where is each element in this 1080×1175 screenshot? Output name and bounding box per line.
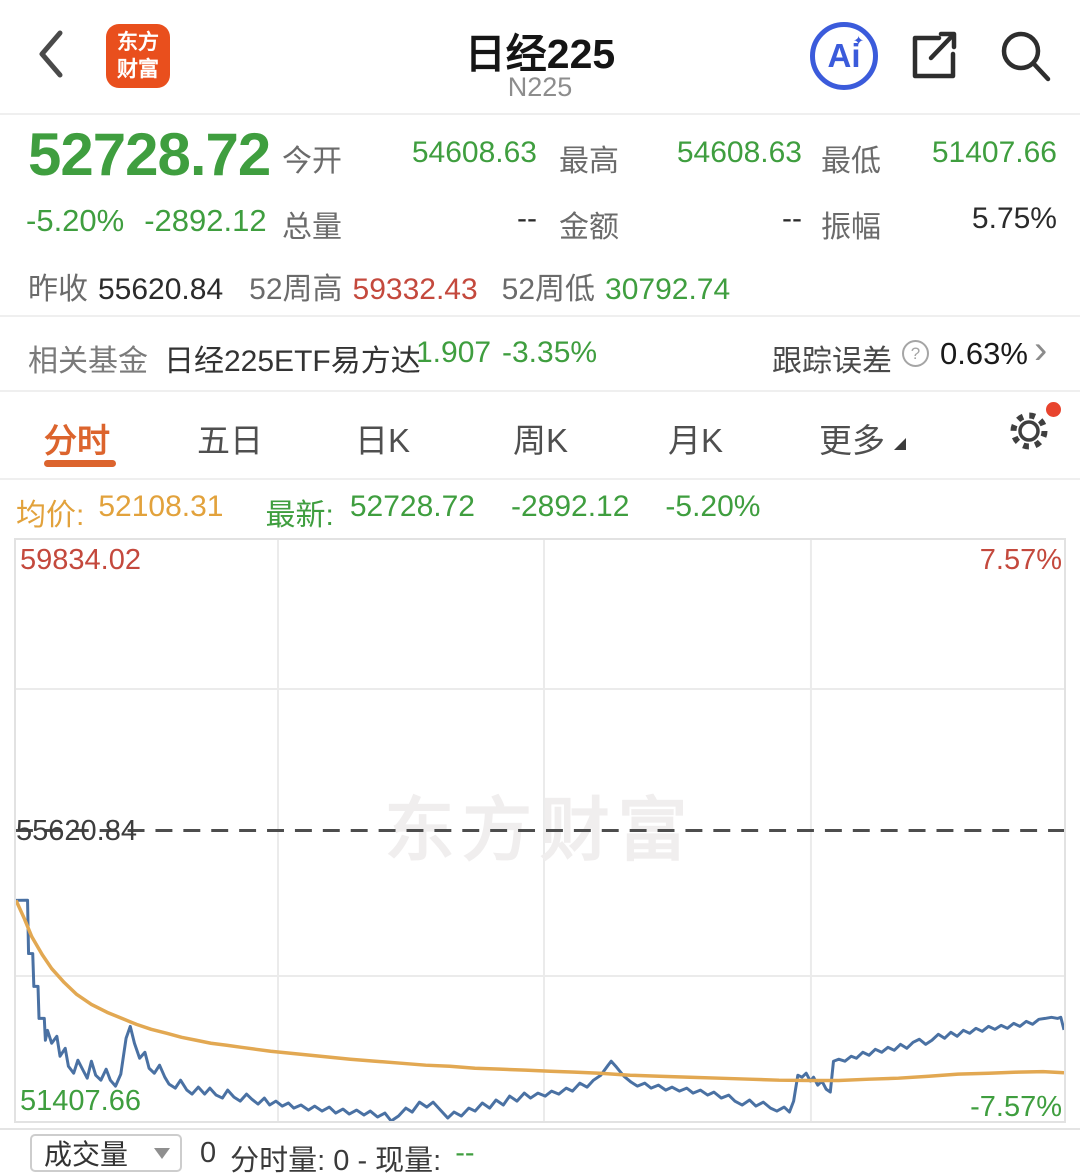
stat-value: 54608.63 — [411, 136, 537, 169]
stat-label: 金额 — [559, 211, 619, 244]
ai-assistant-button[interactable]: Ai ✦ — [810, 22, 878, 90]
prev-close-value: 55620.84 — [98, 273, 224, 306]
avg-price-value: 52108.31 — [98, 490, 224, 523]
stat-label: 最低 — [821, 145, 881, 178]
stat-value: -- — [517, 202, 537, 235]
divider — [0, 1128, 1080, 1130]
stat-low: 最低 51407.66 — [821, 136, 1057, 180]
tracking-error-label: 跟踪误差 — [772, 345, 892, 378]
share-icon[interactable] — [903, 26, 961, 84]
axis-prev-close: 55620.84 — [16, 815, 137, 847]
more-dropdown-triangle-icon — [894, 438, 906, 450]
latest-value: 52728.72 — [349, 490, 475, 523]
price-change-row: -5.20% -2892.12 — [26, 203, 267, 239]
axis-min-percent: -7.57% — [970, 1091, 1062, 1123]
divider — [0, 478, 1080, 480]
divider — [0, 390, 1080, 392]
current-volume-value: -- — [455, 1137, 475, 1169]
wk52-high-label: 52周高 — [249, 273, 343, 306]
tab-minute[interactable]: 分时 — [44, 422, 110, 459]
dropdown-caret-icon — [154, 1147, 170, 1159]
stat-amplitude: 振幅 5.75% — [821, 202, 1057, 246]
axis-max-percent: 7.57% — [979, 544, 1062, 576]
avg-price-label: 均价: — [16, 499, 85, 532]
settings-gear-icon[interactable] — [1006, 408, 1052, 454]
stat-high: 最高 54608.63 — [559, 136, 802, 180]
ai-label: Ai — [827, 37, 861, 74]
wk52-low-value: 30792.74 — [605, 273, 731, 306]
chevron-right-icon[interactable]: › — [1034, 328, 1048, 372]
volume-selector-label: 成交量 — [44, 1139, 129, 1170]
related-fund-change: -3.35% — [502, 336, 598, 369]
volume-detail: 分时量: 0 - 现量: — [230, 1145, 442, 1175]
page-title: 日经225 — [464, 31, 616, 77]
stat-value: 51407.66 — [931, 136, 1057, 169]
latest-change-abs: -2892.12 — [510, 490, 630, 523]
help-icon[interactable]: ? — [902, 340, 929, 367]
stat-value: -- — [782, 202, 802, 235]
eastmoney-logo[interactable]: 东方 财富 — [106, 24, 170, 88]
stat-volume: 总量 -- — [282, 202, 537, 246]
volume-info-row: 0 分时量: 0 - 现量: -- — [200, 1137, 475, 1175]
watermark: 东方财富 — [385, 791, 696, 869]
logo-line1: 东方 — [117, 31, 159, 54]
stat-label: 振幅 — [821, 211, 881, 244]
wk52-low-label: 52周低 — [501, 273, 596, 306]
search-icon[interactable] — [994, 24, 1056, 86]
axis-min-price: 51407.66 — [20, 1085, 141, 1117]
stat-open: 今开 54608.63 — [282, 136, 537, 180]
volume-indicator-selector[interactable]: 成交量 — [30, 1134, 182, 1172]
tab-5day[interactable]: 五日 — [197, 422, 263, 459]
notification-dot — [1046, 402, 1061, 417]
axis-max-price: 59834.02 — [20, 544, 141, 576]
prev-close-row: 昨收 55620.84 52周高 59332.43 52周低 30792.74 — [28, 264, 730, 308]
logo-line2: 财富 — [117, 58, 159, 81]
stat-label: 总量 — [282, 211, 342, 244]
back-icon[interactable] — [36, 28, 66, 80]
price-line — [16, 898, 1064, 1121]
change-absolute: -2892.12 — [144, 203, 267, 238]
related-fund-name[interactable]: 日经225ETF易方达 — [164, 345, 421, 378]
latest-change-pct: -5.20% — [665, 490, 761, 523]
chart-legend-bar: 均价: 52108.31 最新: 52728.72 -2892.12 -5.20… — [16, 490, 760, 534]
related-fund-label: 相关基金 — [28, 345, 148, 378]
tab-weekly-k[interactable]: 周K — [513, 422, 569, 459]
last-price: 52728.72 — [28, 121, 271, 188]
change-percent: -5.20% — [26, 203, 125, 238]
active-tab-underline — [44, 460, 116, 467]
stat-value: 5.75% — [971, 202, 1057, 235]
tab-more[interactable]: 更多 — [819, 422, 885, 459]
stat-amount: 金额 -- — [559, 202, 802, 246]
header-divider — [0, 113, 1080, 115]
stat-label: 今开 — [282, 145, 342, 178]
volume-value: 0 — [200, 1137, 217, 1169]
ticker-symbol: N225 — [507, 72, 573, 102]
sparkle-icon: ✦ — [853, 33, 864, 48]
related-fund-price: 1.907 — [416, 336, 492, 369]
latest-label: 最新: — [265, 499, 334, 532]
wk52-high-value: 59332.43 — [352, 273, 478, 306]
tracking-error-value: 0.63% — [940, 336, 1028, 371]
intraday-chart[interactable]: 东方财富 — [14, 538, 1066, 1123]
stat-label: 最高 — [559, 145, 619, 178]
average-line — [16, 899, 1064, 1083]
tab-monthly-k[interactable]: 月K — [668, 422, 724, 459]
divider — [0, 315, 1080, 317]
prev-close-label: 昨收 — [28, 273, 88, 306]
tab-daily-k[interactable]: 日K — [355, 422, 411, 459]
chart-canvas: 东方财富 — [16, 540, 1064, 1121]
stat-value: 54608.63 — [676, 136, 802, 169]
